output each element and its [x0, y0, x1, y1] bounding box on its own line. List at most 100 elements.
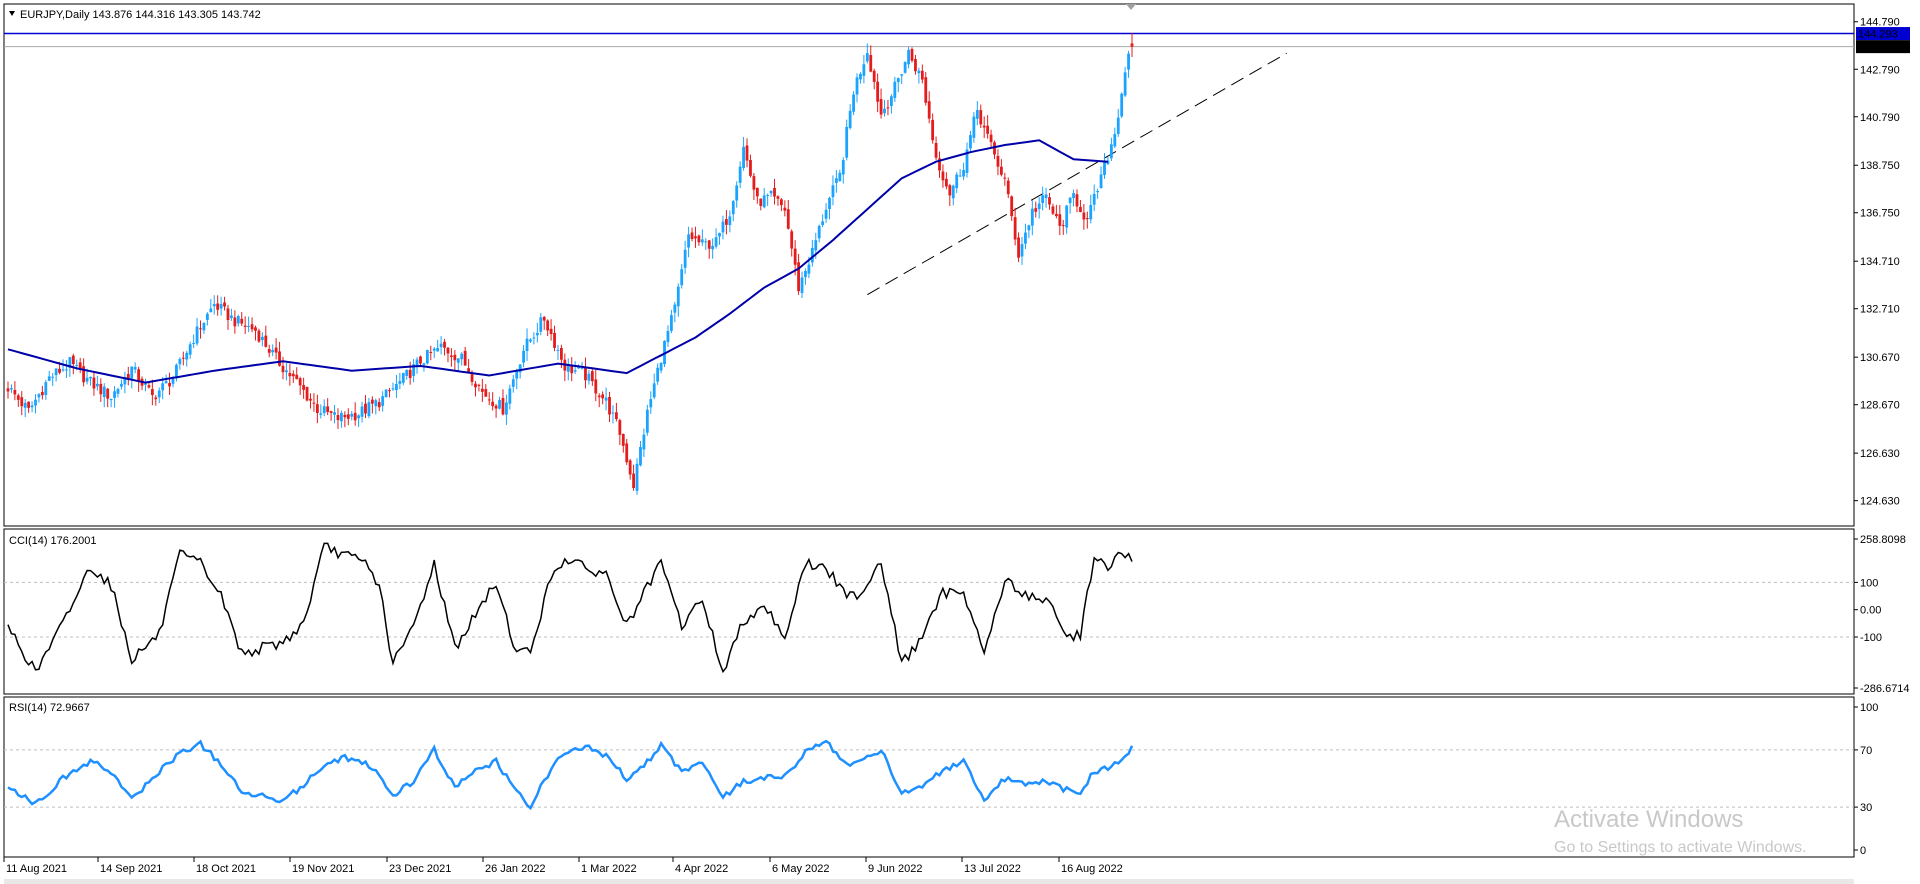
candle-body	[1058, 214, 1062, 226]
candle-body	[793, 248, 797, 265]
candle-body	[470, 374, 474, 382]
resistance-price-tag: 144.293	[1856, 27, 1910, 41]
candle-body	[1085, 218, 1089, 220]
candle-body	[621, 433, 625, 446]
candle-body	[773, 188, 776, 197]
candle-body	[944, 178, 948, 187]
candle-body	[518, 364, 522, 373]
candle-body	[776, 196, 780, 199]
candle-body	[711, 245, 715, 250]
candle-body	[590, 371, 594, 382]
candle-body	[109, 398, 113, 401]
candle-body	[580, 368, 584, 370]
rsi-tick-label: 70	[1860, 745, 1872, 757]
time-tick-label: 23 Dec 2021	[389, 863, 451, 875]
candle-body	[687, 234, 690, 248]
candle-body	[999, 166, 1003, 175]
candle-body	[869, 55, 873, 72]
rsi-line	[7, 739, 1134, 811]
candle-body	[762, 195, 766, 208]
candle-body	[309, 398, 312, 401]
candle-body	[116, 389, 120, 394]
candle-body	[216, 303, 220, 310]
price-panel[interactable]: 144.790 142.790 140.790 138.750 136.750 134.7…	[4, 4, 1910, 508]
moving-average-line	[7, 139, 1108, 384]
trend-line[interactable]	[867, 52, 1287, 296]
candle-body	[37, 394, 41, 398]
candle-body	[1048, 197, 1051, 205]
panel-menu-icon[interactable]	[9, 11, 15, 16]
candle-body	[1013, 217, 1017, 240]
candle-body	[577, 367, 580, 369]
candle-body	[319, 413, 323, 415]
candle-body	[401, 372, 405, 383]
cci-tick-label: 100	[1860, 577, 1878, 589]
candle-body	[584, 367, 587, 381]
candle-body	[790, 231, 794, 249]
candle-body	[133, 367, 137, 370]
candle-body	[914, 59, 917, 72]
candle-body	[164, 381, 168, 384]
candle-body	[886, 107, 890, 109]
candle-body	[749, 159, 752, 176]
candle-body	[350, 413, 354, 417]
candle-body	[425, 349, 429, 364]
candle-body	[384, 389, 388, 398]
candle-body	[484, 389, 488, 397]
candle-body	[834, 178, 838, 183]
candle-body	[783, 207, 787, 211]
candle-body	[817, 225, 821, 239]
candle-body	[460, 353, 464, 360]
candle-body	[951, 185, 955, 199]
candle-body	[941, 171, 945, 181]
candle-body	[443, 341, 446, 348]
candle-body	[573, 370, 577, 372]
candle-body	[707, 240, 711, 249]
candle-body	[223, 302, 226, 307]
candle-body	[106, 388, 110, 399]
candle-body	[690, 232, 694, 240]
candle-body	[539, 317, 543, 332]
candle-body	[649, 399, 653, 408]
candle-body	[848, 110, 852, 129]
candle-body	[161, 383, 165, 391]
time-tick-label: 26 Jan 2022	[485, 863, 546, 875]
cci-panel[interactable]: 258.8098 100 0.00 -100 -286.6714 CCI(14) 176…	[4, 534, 1910, 695]
cci-levels	[4, 581, 1854, 638]
timeline-bar[interactable]	[4, 879, 1854, 884]
candle-body	[305, 386, 309, 401]
candle-body	[202, 322, 206, 331]
candle-body	[370, 399, 374, 404]
candle-body	[340, 413, 343, 422]
resistance-tag-label: 144.293	[1858, 29, 1898, 41]
candle-body	[360, 406, 364, 417]
candle-body	[450, 355, 453, 357]
candle-body	[779, 199, 783, 206]
price-tick-label: 140.790	[1860, 112, 1900, 124]
candle-body	[797, 262, 800, 292]
candle-body	[1051, 206, 1055, 214]
time-tick-label: 11 Aug 2021	[6, 863, 67, 875]
candle-body	[446, 347, 450, 354]
candle-body	[515, 371, 519, 379]
candle-body	[535, 332, 539, 336]
candle-body	[453, 354, 457, 361]
candle-body	[986, 125, 990, 134]
candle-body	[233, 317, 237, 327]
candle-body	[54, 368, 58, 376]
candle-body	[295, 374, 299, 380]
candle-body	[281, 365, 285, 373]
candle-body	[893, 81, 897, 98]
candle-body	[525, 338, 529, 352]
candle-body	[738, 166, 742, 183]
candle-body	[257, 330, 261, 342]
rsi-tick-label: 100	[1860, 702, 1878, 714]
candle-body	[859, 73, 862, 80]
candle-body	[436, 347, 440, 352]
candle-body	[126, 373, 130, 379]
rsi-panel[interactable]: 100 70 30 0 RSI(14) 72.9667	[4, 702, 1878, 857]
candle-body	[260, 336, 264, 340]
time-tick-label: 14 Sep 2021	[100, 863, 162, 875]
candle-body	[247, 325, 251, 327]
candle-body	[47, 376, 51, 381]
